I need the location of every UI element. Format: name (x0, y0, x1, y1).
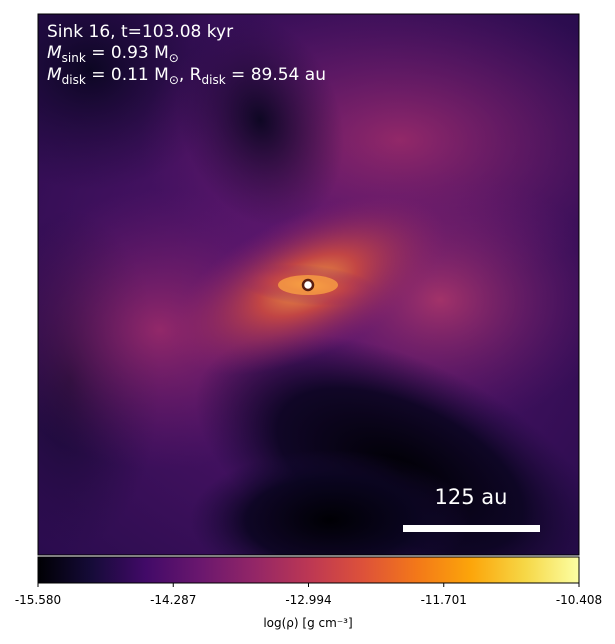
colorbar-label: log(ρ) [g cm⁻³] (263, 616, 352, 630)
disk-label: Mdisk = 0.11 M⊙, Rdisk = 89.54 au (47, 65, 326, 87)
colorbar-tick-label: -12.994 (285, 593, 331, 607)
info-annotations: Sink 16, t=103.08 kyr Msink = 0.93 M⊙ Md… (47, 22, 326, 87)
colorbar-gradient (37, 556, 580, 584)
scale-bar: 125 au (403, 485, 540, 532)
sink-time-label: Sink 16, t=103.08 kyr (47, 22, 233, 42)
colorbar: -15.580 -14.287 -12.994 -11.701 -10.408 log(… (15, 556, 602, 630)
sink-marker (301, 278, 315, 292)
scale-bar-line (403, 525, 540, 532)
colorbar-tick-label: -11.701 (421, 593, 467, 607)
colorbar-tick-label: -15.580 (15, 593, 61, 607)
plot-frame (37, 13, 580, 556)
scale-bar-label: 125 au (435, 485, 508, 509)
colorbar-tick-label: -14.287 (150, 593, 196, 607)
sink-mass-label: Msink = 0.93 M⊙ (47, 43, 179, 65)
colorbar-tick-label: -10.408 (556, 593, 602, 607)
colorbar-ticks: -15.580 -14.287 -12.994 -11.701 -10.408 (15, 583, 602, 607)
